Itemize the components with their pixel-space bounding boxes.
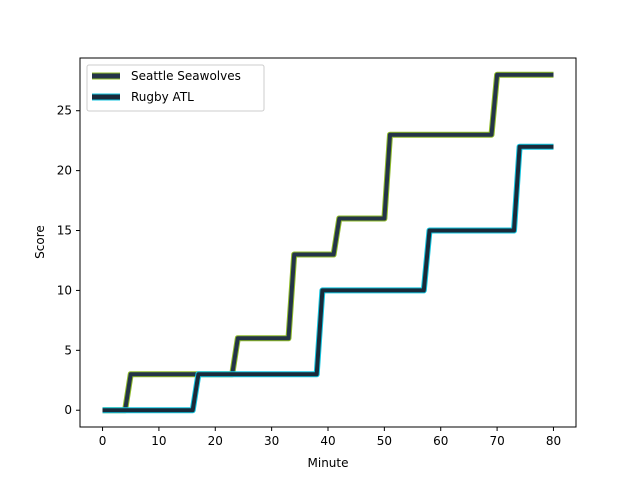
x-tick-label: 40 (320, 434, 335, 448)
x-tick-label: 20 (208, 434, 223, 448)
x-axis-ticks: 0 10 20 30 40 50 60 70 80 (99, 427, 561, 448)
x-tick-label: 0 (99, 434, 107, 448)
series-line-rugby-atl (102, 144, 554, 413)
x-tick-label: 70 (489, 434, 504, 448)
x-axis-label: Minute (308, 456, 349, 470)
series-lines (102, 71, 554, 414)
series-line-seattle-seawolves (102, 72, 554, 413)
y-tick-label: 10 (57, 283, 72, 297)
x-tick-label: 30 (264, 434, 279, 448)
y-tick-label: 25 (57, 104, 72, 118)
legend-label-rugby-atl: Rugby ATL (131, 90, 194, 104)
y-tick-label: 0 (64, 403, 72, 417)
y-axis-ticks: 0 5 10 15 20 25 (57, 104, 80, 417)
legend: Seattle Seawolves Rugby ATL (86, 64, 265, 112)
y-tick-label: 5 (64, 343, 72, 357)
x-tick-label: 50 (377, 434, 392, 448)
y-tick-label: 15 (57, 224, 72, 238)
legend-label-seattle-seawolves: Seattle Seawolves (131, 69, 241, 83)
x-tick-label: 80 (546, 434, 561, 448)
legend-box (86, 64, 265, 112)
x-tick-label: 10 (151, 434, 166, 448)
y-axis-label: Score (33, 225, 47, 259)
y-tick-label: 20 (57, 164, 72, 178)
x-tick-label: 60 (433, 434, 448, 448)
